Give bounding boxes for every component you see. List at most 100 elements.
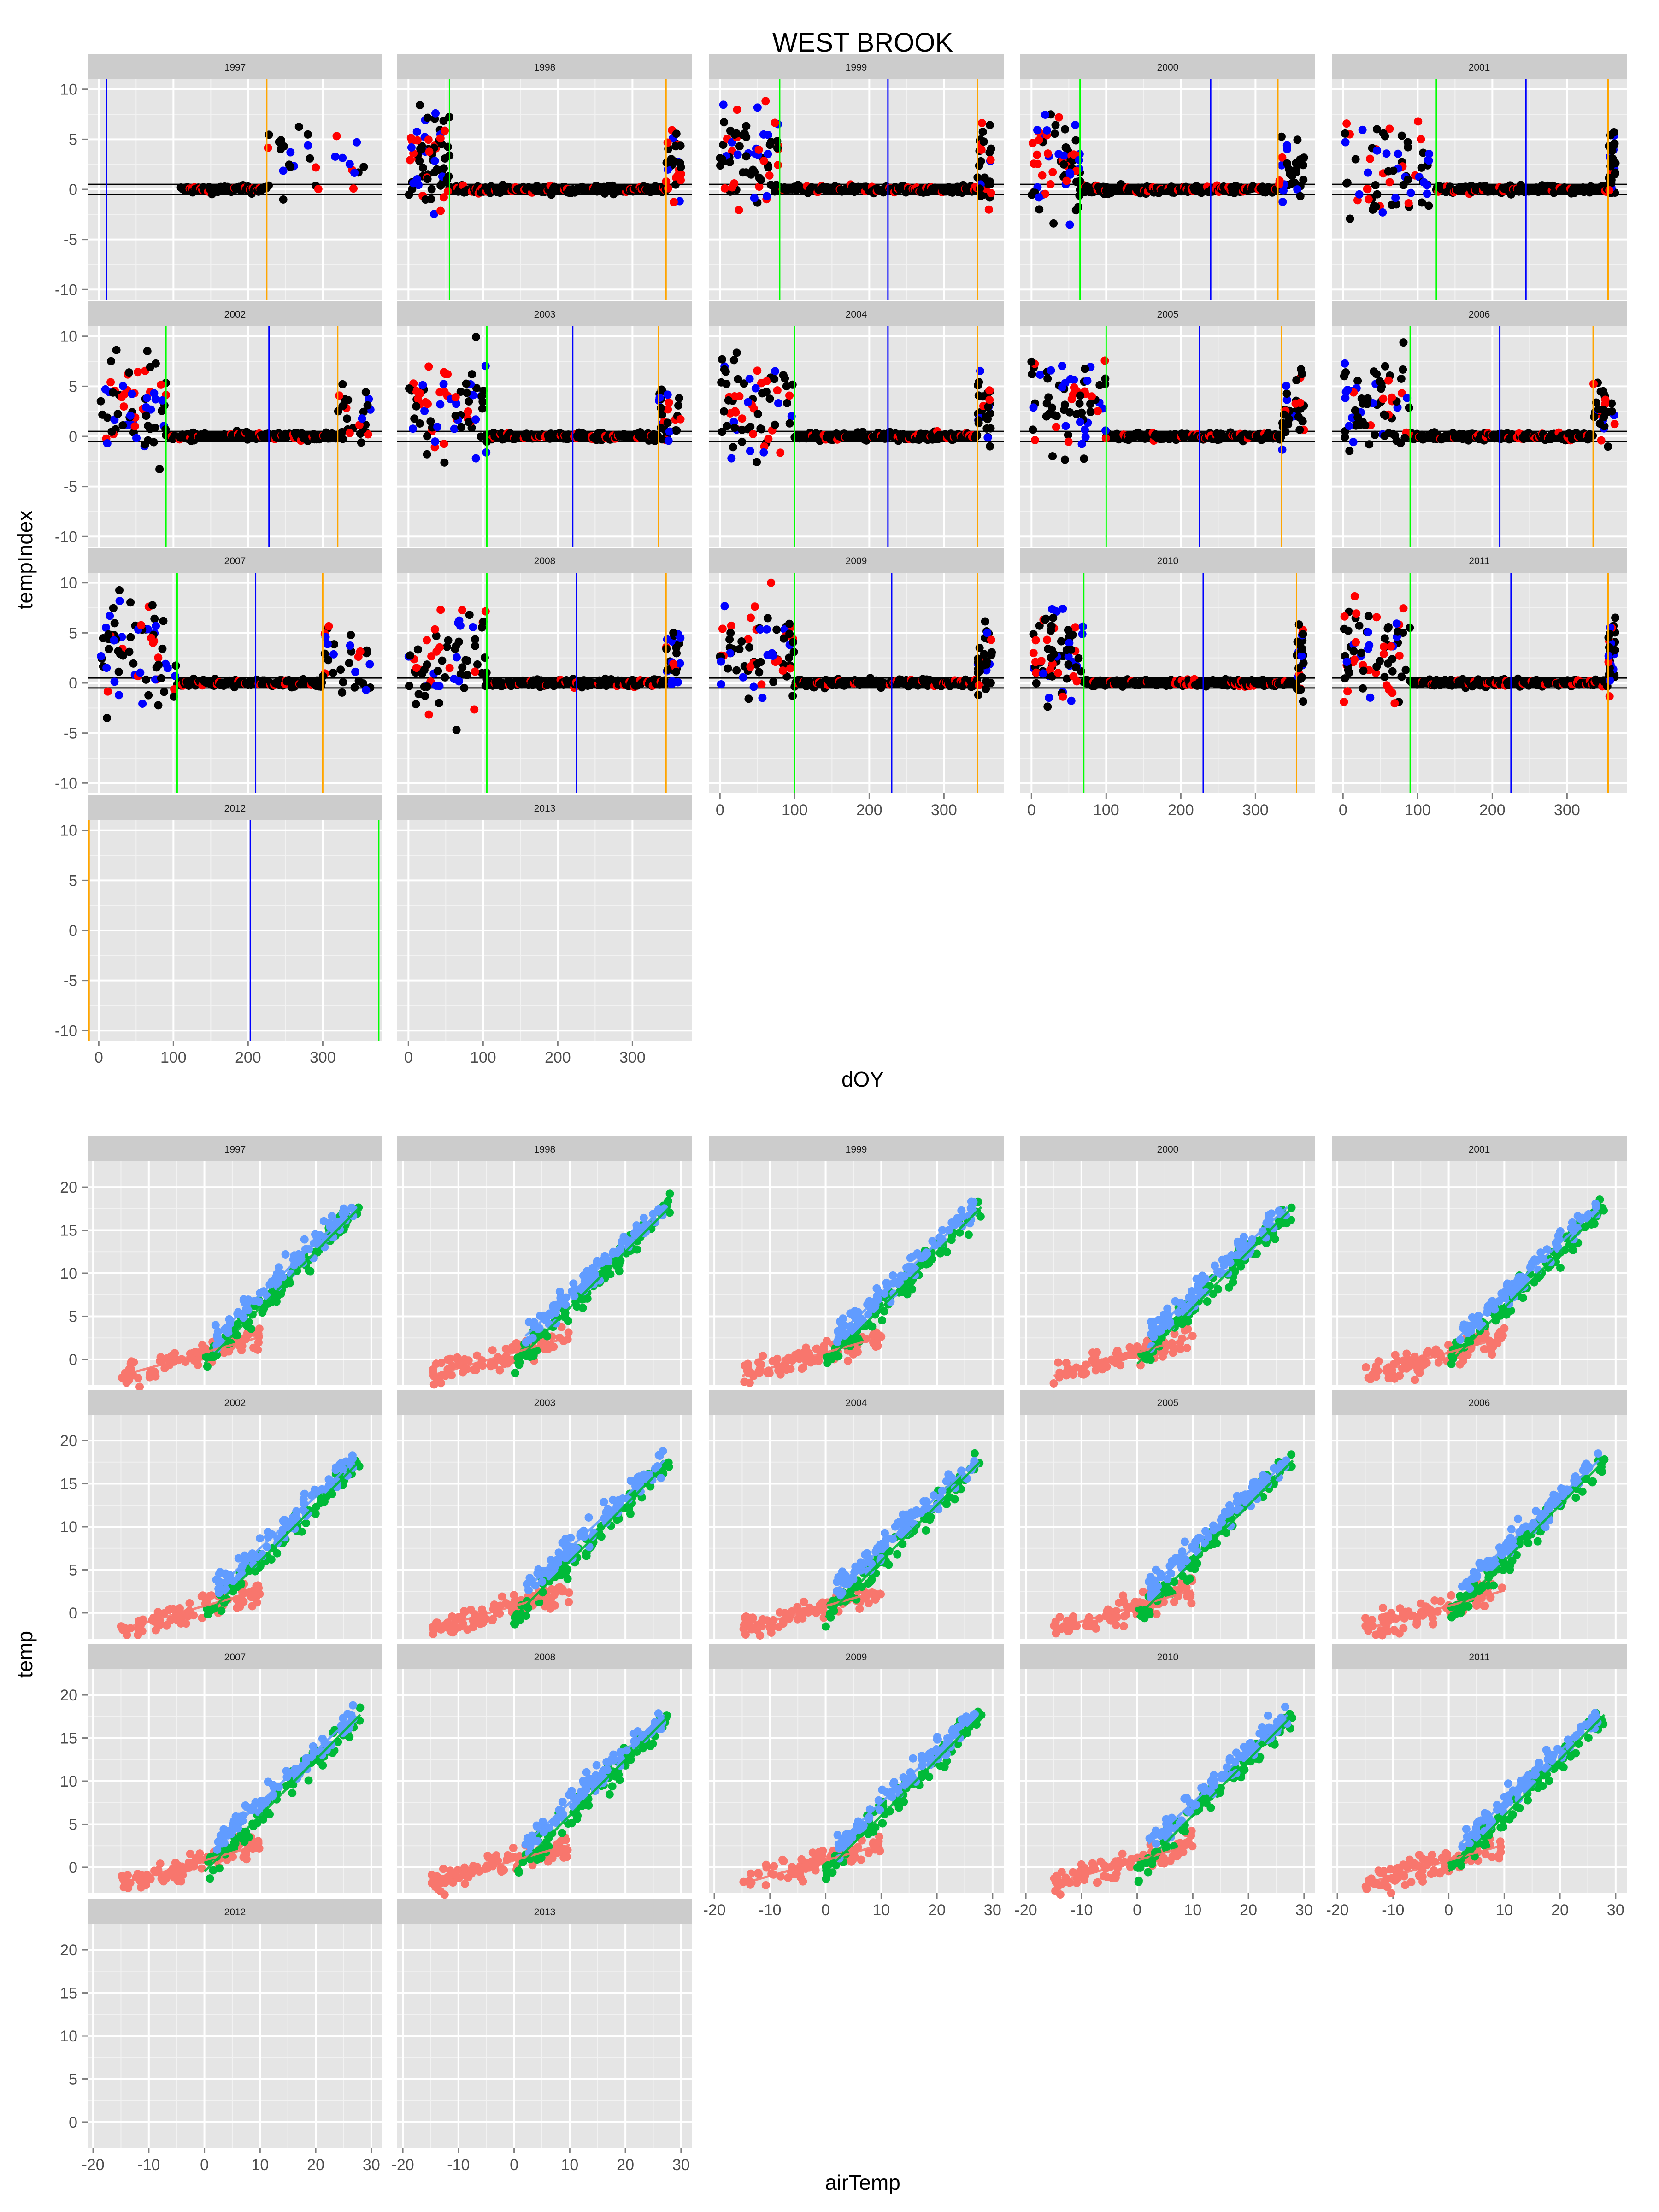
- data-point: [988, 648, 996, 657]
- data-point: [142, 394, 151, 403]
- data-point: [436, 206, 445, 215]
- data-point: [1296, 155, 1305, 164]
- data-point: [730, 179, 739, 188]
- data-point: [150, 614, 159, 623]
- data-point: [1064, 626, 1072, 635]
- data-point: [774, 399, 783, 408]
- data-point: [120, 389, 129, 398]
- data-point: [1373, 146, 1382, 155]
- data-point: [1071, 663, 1080, 672]
- data-point: [424, 135, 433, 144]
- data-point: [757, 680, 766, 689]
- data-point: [1599, 387, 1608, 395]
- data-point: [1389, 166, 1398, 175]
- data-point: [729, 443, 737, 452]
- data-point: [158, 644, 167, 653]
- data-point: [977, 157, 985, 165]
- data-point: [744, 398, 753, 406]
- data-point: [1364, 168, 1372, 177]
- data-point: [1605, 186, 1614, 194]
- data-point: [764, 163, 773, 172]
- data-point: [1051, 121, 1060, 129]
- data-point: [460, 683, 469, 692]
- data-point: [1071, 121, 1080, 129]
- data-point: [1278, 198, 1287, 206]
- data-point: [338, 428, 347, 436]
- data-point: [754, 145, 763, 154]
- data-point: [1052, 423, 1060, 431]
- data-point: [1048, 605, 1057, 613]
- data-point: [406, 134, 415, 142]
- data-point: [423, 636, 431, 645]
- data-point: [1394, 149, 1402, 158]
- data-point: [776, 448, 785, 457]
- data-point: [135, 1382, 144, 1391]
- data-point: [436, 400, 445, 409]
- data-point: [1283, 145, 1292, 153]
- data-point: [1390, 699, 1399, 708]
- data-point: [1382, 149, 1391, 158]
- data-point: [1047, 653, 1055, 662]
- data-point: [677, 163, 685, 171]
- data-point: [324, 622, 333, 630]
- data-point: [480, 653, 489, 662]
- data-point: [157, 674, 165, 682]
- facet-label: 1997: [224, 62, 246, 73]
- data-point: [431, 437, 440, 446]
- data-point: [1355, 190, 1364, 199]
- data-point: [986, 442, 994, 451]
- facet-label: 2010: [1157, 556, 1179, 566]
- facet-label: 2006: [1469, 309, 1490, 320]
- data-point: [733, 150, 742, 159]
- data-point: [771, 420, 779, 429]
- data-point: [137, 621, 146, 629]
- data-point: [771, 118, 779, 127]
- data-point: [361, 388, 370, 397]
- data-point: [138, 699, 147, 708]
- data-point: [110, 677, 119, 686]
- data-point: [1590, 412, 1599, 421]
- data-point: [1381, 362, 1389, 371]
- data-point: [718, 355, 726, 364]
- x-tick-label: 100: [160, 1049, 187, 1066]
- data-point: [118, 421, 127, 430]
- data-point: [1361, 421, 1370, 429]
- data-point: [425, 147, 434, 156]
- data-point: [211, 1321, 220, 1330]
- y-tick-label: 10: [60, 328, 77, 346]
- data-point: [1414, 117, 1423, 126]
- data-point: [1611, 613, 1619, 622]
- data-point: [664, 184, 672, 193]
- data-point: [468, 370, 477, 379]
- data-point: [763, 614, 772, 623]
- data-point: [304, 141, 312, 150]
- facet-strip: [709, 54, 1004, 79]
- data-point: [423, 432, 432, 441]
- data-point: [1058, 362, 1066, 371]
- data-point: [1597, 436, 1606, 445]
- facet-label: 1998: [534, 62, 556, 73]
- data-point: [1364, 612, 1373, 621]
- data-point: [663, 418, 672, 427]
- data-point: [750, 602, 759, 611]
- data-point: [439, 380, 448, 388]
- data-point: [418, 381, 427, 389]
- data-point: [427, 652, 436, 661]
- facet-panel: 2005: [1020, 301, 1315, 547]
- data-point: [462, 388, 471, 397]
- data-point: [406, 651, 414, 660]
- data-point: [358, 414, 366, 423]
- data-point: [141, 675, 150, 684]
- data-point: [193, 1356, 202, 1365]
- data-point: [431, 109, 440, 118]
- data-point: [984, 205, 993, 214]
- data-point: [1100, 356, 1109, 365]
- data-point: [1395, 651, 1404, 660]
- data-point: [1030, 436, 1039, 445]
- data-point: [1372, 662, 1381, 671]
- data-point: [773, 386, 782, 395]
- data-point: [136, 668, 145, 677]
- data-point: [785, 391, 794, 400]
- data-point: [1058, 383, 1067, 392]
- data-point: [751, 384, 760, 393]
